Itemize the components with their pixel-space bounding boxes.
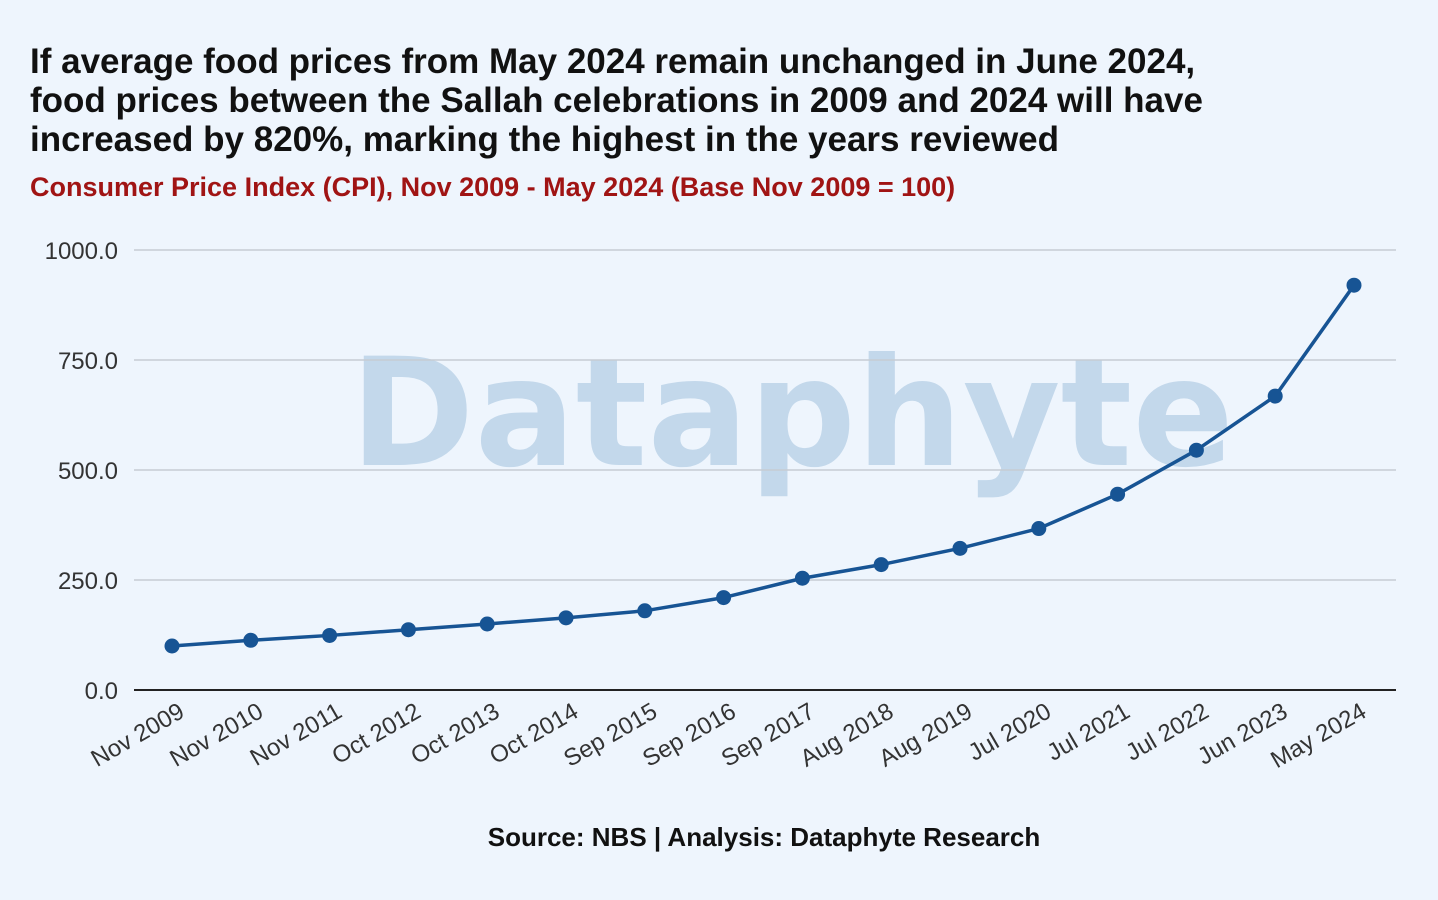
data-point [637,603,653,619]
y-tick-label: 1000.0 [45,238,118,265]
chart-subtitle: Consumer Price Index (CPI), Nov 2009 - M… [30,172,956,202]
watermark-logo: Dataphyte [350,327,1234,501]
data-point [558,610,574,626]
y-tick-label: 250.0 [58,568,118,595]
data-point [479,616,495,632]
chart-title: If average food prices from May 2024 rem… [30,42,1410,159]
data-point [1110,486,1126,502]
data-point [164,638,180,654]
y-tick-label: 750.0 [58,348,118,375]
data-point [322,627,338,643]
data-point [952,540,968,556]
x-tick-label: Oct 2013 [406,698,504,770]
data-point [1188,442,1204,458]
data-point [1031,521,1047,537]
data-point [400,622,416,638]
data-point [1267,388,1283,404]
source-note: Source: NBS | Analysis: Dataphyte Resear… [487,822,1041,852]
title-line-2: food prices between the Sallah celebrati… [30,81,1203,120]
data-point [716,590,732,606]
x-tick-label: Oct 2012 [328,698,426,770]
x-tick-label: Jul 2021 [1043,698,1135,767]
data-point [794,570,810,586]
y-tick-label: 0.0 [85,678,118,705]
y-tick-label: 500.0 [58,458,118,485]
series-line [171,284,1356,648]
data-point [1346,277,1362,293]
title-line-1: If average food prices from May 2024 rem… [30,42,1196,81]
x-tick-label: Nov 2011 [246,698,347,772]
data-point [873,557,889,573]
data-point [243,632,259,648]
title-line-3: increased by 820%, marking the highest i… [30,120,1060,159]
x-tick-label: Jul 2020 [964,698,1056,767]
